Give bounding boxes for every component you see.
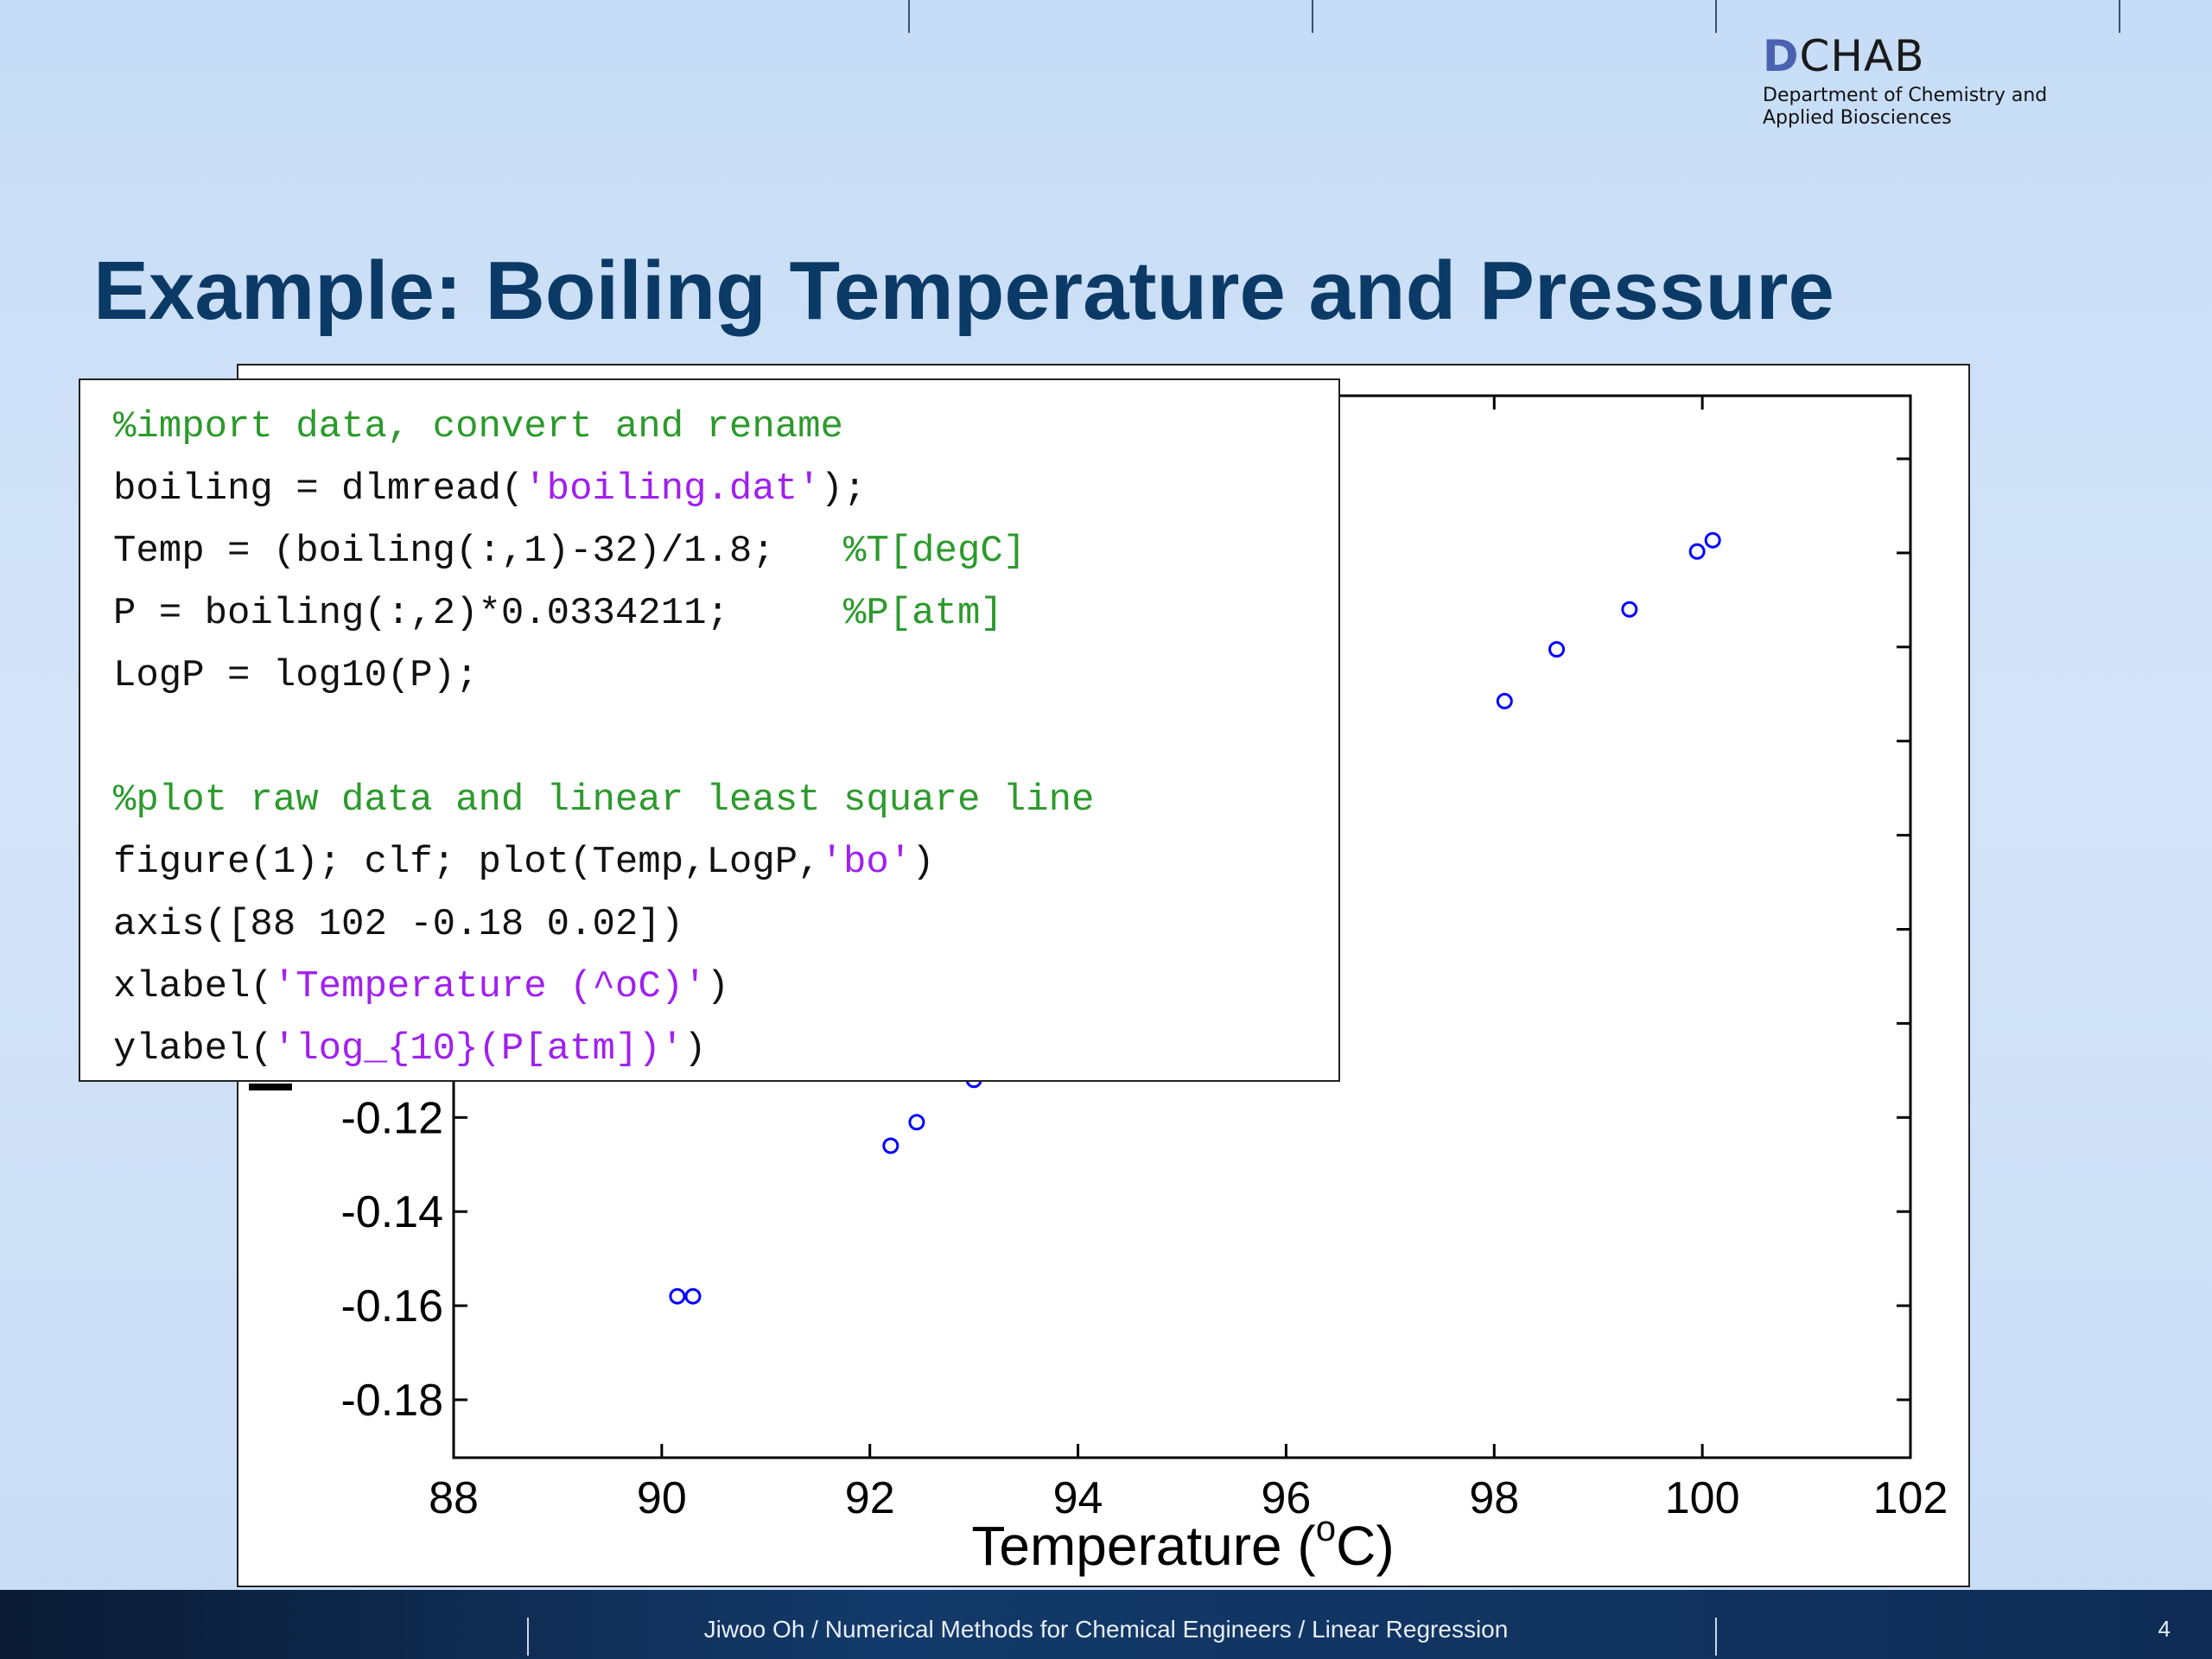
x-tick-label: 102 xyxy=(1873,1473,1948,1523)
footer-text: Jiwoo Oh / Numerical Methods for Chemica… xyxy=(703,1616,1509,1643)
x-tick-label: 90 xyxy=(637,1473,687,1523)
code-text: figure(1); clf; plot(Temp,LogP, xyxy=(113,841,821,884)
code-comment: %plot raw data and linear least square l… xyxy=(113,779,1095,822)
footer-divider xyxy=(527,1618,529,1656)
code-text: ); xyxy=(820,467,867,511)
top-divider xyxy=(1715,0,1717,33)
x-tick-label: 100 xyxy=(1665,1473,1740,1523)
code-text: ) xyxy=(912,841,935,884)
x-tick-label: 94 xyxy=(1053,1473,1103,1523)
code-comment: %P[atm] xyxy=(842,592,1003,635)
code-line: %import data, convert and rename xyxy=(113,396,1338,458)
x-tick-label: 96 xyxy=(1262,1473,1312,1523)
code-line: P = boiling(:,2)*0.0334211; %P[atm] xyxy=(113,582,1338,645)
code-text: P = boiling(:,2)*0.0334211; xyxy=(113,592,843,635)
plot-points xyxy=(669,531,1721,1305)
top-divider xyxy=(2119,0,2120,33)
logo-subtitle-line2: Applied Biosciences xyxy=(1763,107,1952,129)
code-line: boiling = dlmread('boiling.dat'); xyxy=(113,458,1338,520)
y-tick-label: -0.14 xyxy=(340,1187,443,1237)
code-comment: %import data, convert and rename xyxy=(113,405,843,448)
code-line xyxy=(113,707,1338,769)
footer-divider xyxy=(1715,1618,1717,1656)
data-point xyxy=(1704,531,1721,549)
data-point xyxy=(1548,641,1566,658)
y-tick-label: -0.12 xyxy=(340,1093,443,1143)
data-point xyxy=(1621,601,1638,618)
x-tick-label: 92 xyxy=(845,1473,895,1523)
data-point xyxy=(684,1287,702,1305)
code-text: ) xyxy=(706,965,729,1008)
logo-text: CHAB xyxy=(1799,31,1925,81)
dchab-logo: DCHAB Department of Chemistry and Applie… xyxy=(1763,31,2047,130)
code-line: axis([88 102 -0.18 0.02]) xyxy=(113,893,1338,956)
top-divider xyxy=(908,0,910,33)
code-text: ) xyxy=(683,1027,707,1071)
logo-subtitle-line1: Department of Chemistry and xyxy=(1763,85,2048,106)
y-tick-label: -0.18 xyxy=(340,1376,443,1426)
y-tick-label: -0.16 xyxy=(340,1281,443,1332)
data-point xyxy=(669,1287,686,1305)
code-text: Temp = (boiling(:,1)-32)/1.8; xyxy=(113,530,843,573)
code-text: xlabel( xyxy=(113,965,273,1008)
code-text: axis([88 102 -0.18 0.02]) xyxy=(113,903,684,946)
plot-ticks: 88 90 92 94 96 98 100 102 -0.12 -0.14 -0.16 -0.18 xyxy=(340,396,1948,1523)
code-listing: %import data, convert and rename boiling … xyxy=(79,378,1340,1082)
data-point xyxy=(882,1137,899,1154)
code-string: 'bo' xyxy=(820,841,912,884)
code-text: LogP = log10(P); xyxy=(113,654,479,697)
code-line: xlabel('Temperature (^oC)') xyxy=(113,956,1338,1018)
code-string: 'log_{10}(P[atm])' xyxy=(272,1027,684,1071)
ylabel-fragment xyxy=(249,1084,292,1090)
logo-wordmark: DCHAB xyxy=(1763,31,2047,81)
code-text: boiling = dlmread( xyxy=(113,467,524,511)
logo-letter: D xyxy=(1763,31,1800,81)
footer-bar: Jiwoo Oh / Numerical Methods for Chemica… xyxy=(0,1590,2212,1659)
code-line: %plot raw data and linear least square l… xyxy=(113,769,1338,831)
code-line: figure(1); clf; plot(Temp,LogP,'bo') xyxy=(113,831,1338,893)
data-point xyxy=(908,1114,925,1131)
x-axis-label: Temperature (oC) xyxy=(971,1508,1394,1577)
code-text: ylabel( xyxy=(113,1027,273,1071)
code-line: ylabel('log_{10}(P[atm])') xyxy=(113,1018,1338,1080)
logo-subtitle: Department of Chemistry and Applied Bios… xyxy=(1763,85,2047,130)
code-line: LogP = log10(P); xyxy=(113,645,1338,707)
page-number: 4 xyxy=(2158,1616,2171,1642)
code-comment: %T[degC] xyxy=(842,530,1027,573)
x-tick-label: 98 xyxy=(1469,1473,1519,1523)
data-point xyxy=(1496,692,1513,709)
x-tick-label: 88 xyxy=(429,1473,479,1523)
top-divider xyxy=(1312,0,1313,33)
code-string: 'boiling.dat' xyxy=(524,467,821,511)
data-point xyxy=(1688,543,1706,560)
code-string: 'Temperature (^oC)' xyxy=(272,965,707,1008)
code-line: Temp = (boiling(:,1)-32)/1.8; %T[degC] xyxy=(113,520,1338,582)
slide-title: Example: Boiling Temperature and Pressur… xyxy=(93,245,1834,337)
